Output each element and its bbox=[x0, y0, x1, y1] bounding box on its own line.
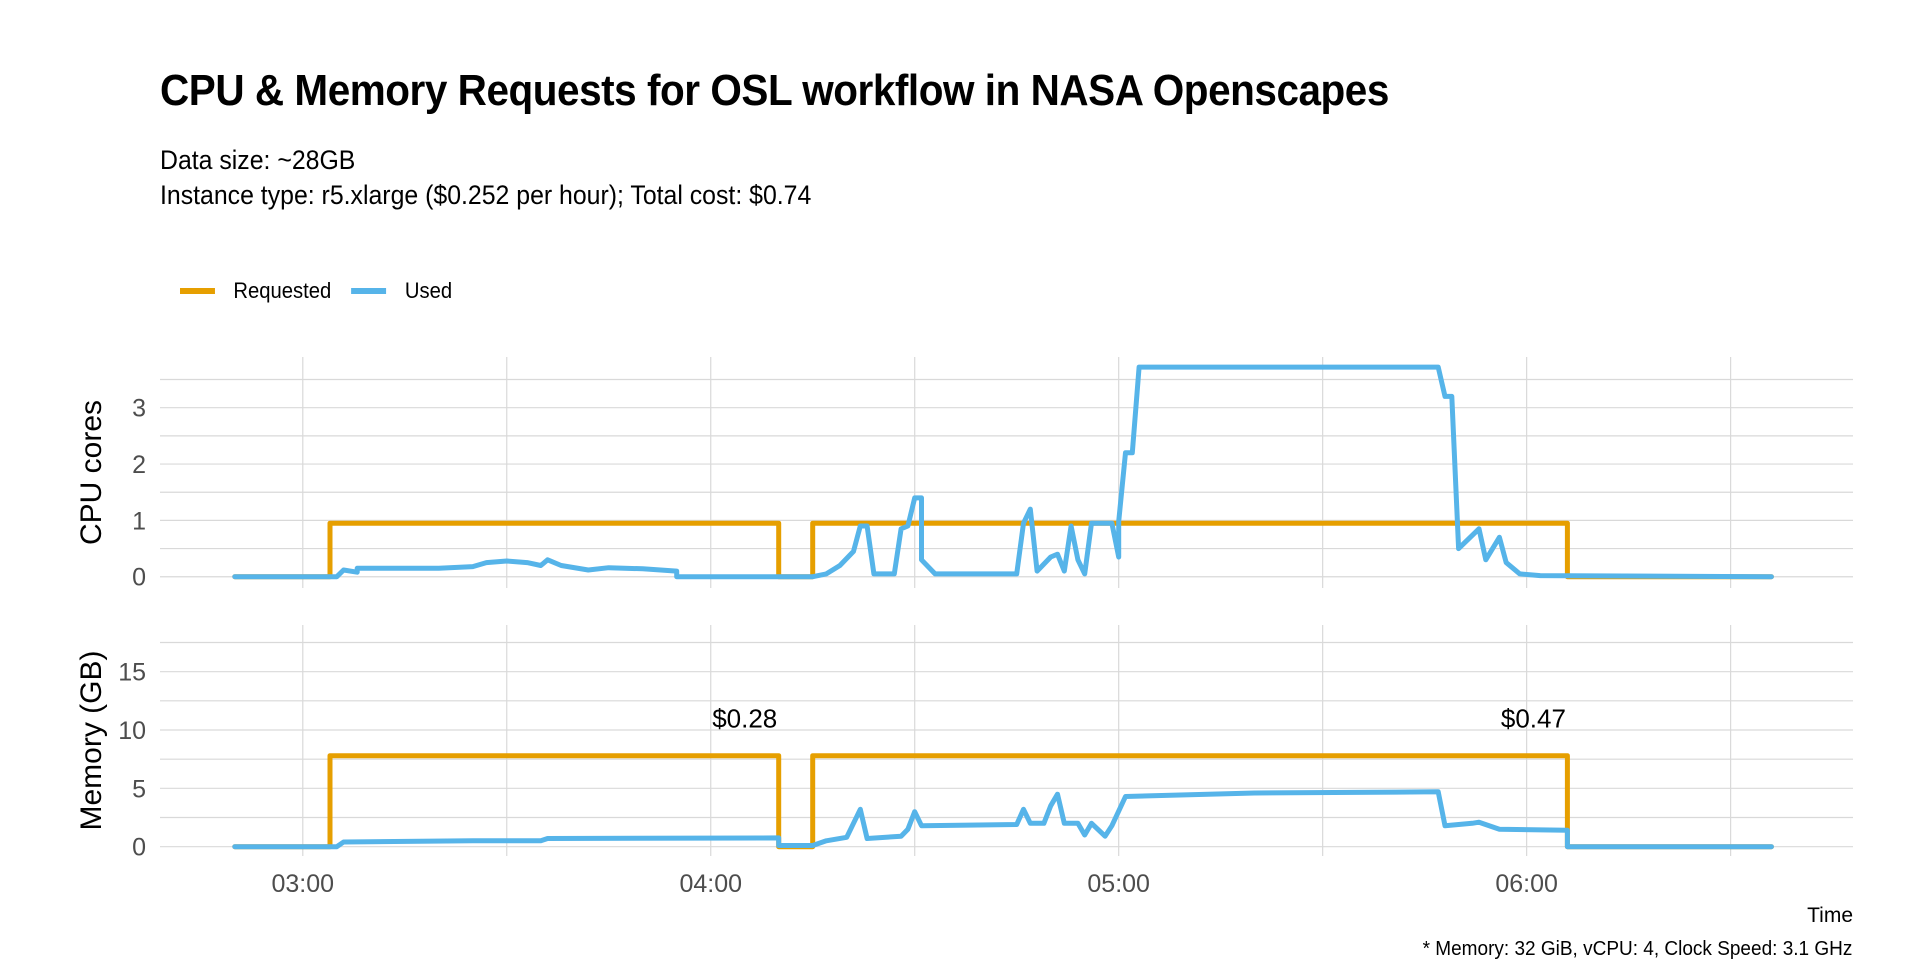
x-axis-label: Time bbox=[1807, 904, 1853, 927]
x-tick-label: 05:00 bbox=[1087, 870, 1150, 898]
chart-caption: * Memory: 32 GiB, vCPU: 4, Clock Speed: … bbox=[1422, 938, 1852, 960]
y-tick-label: 1 bbox=[132, 507, 146, 535]
y-tick-label: 10 bbox=[118, 717, 146, 745]
series-line-requested-memory bbox=[232, 753, 1774, 850]
panel-memory: 0 5 10 15 Memory (GB) $0.28 $0.47 bbox=[75, 625, 1853, 862]
y-tick-label: 15 bbox=[118, 659, 146, 687]
legend-key-used bbox=[351, 288, 387, 294]
y-axis-label: Memory (GB) bbox=[75, 651, 108, 831]
legend-key-requested bbox=[180, 288, 215, 294]
chart-legend: Requested Used bbox=[180, 278, 472, 304]
series-line-used-memory bbox=[232, 789, 1774, 850]
chart-subtitle-instance: Instance type: r5.xlarge ($0.252 per hou… bbox=[160, 180, 812, 210]
series-line-used-cpu bbox=[232, 364, 1774, 580]
cost-annotation: $0.47 bbox=[1501, 704, 1566, 734]
cost-annotation: $0.28 bbox=[712, 704, 777, 734]
y-tick-label: 0 bbox=[132, 564, 146, 592]
panel-cpu: 0 1 2 3 CPU cores bbox=[75, 357, 1853, 592]
legend-item-used: Used bbox=[351, 278, 453, 304]
y-tick-label: 2 bbox=[132, 451, 146, 479]
x-tick-label: 03:00 bbox=[272, 870, 335, 898]
y-tick-label: 5 bbox=[132, 775, 146, 803]
legend-label-used: Used bbox=[404, 278, 453, 303]
legend-item-requested: Requested bbox=[180, 278, 331, 304]
y-tick-label: 3 bbox=[132, 395, 146, 423]
chart-title: CPU & Memory Requests for OSL workflow i… bbox=[160, 66, 1389, 115]
chart-subtitle-data-size: Data size: ~28GB bbox=[160, 145, 356, 175]
x-tick-label: 04:00 bbox=[679, 870, 742, 898]
legend-label-requested: Requested bbox=[233, 278, 332, 303]
x-tick-label: 06:00 bbox=[1495, 870, 1558, 898]
y-tick-label: 0 bbox=[132, 834, 146, 862]
y-axis-label: CPU cores bbox=[75, 400, 108, 545]
